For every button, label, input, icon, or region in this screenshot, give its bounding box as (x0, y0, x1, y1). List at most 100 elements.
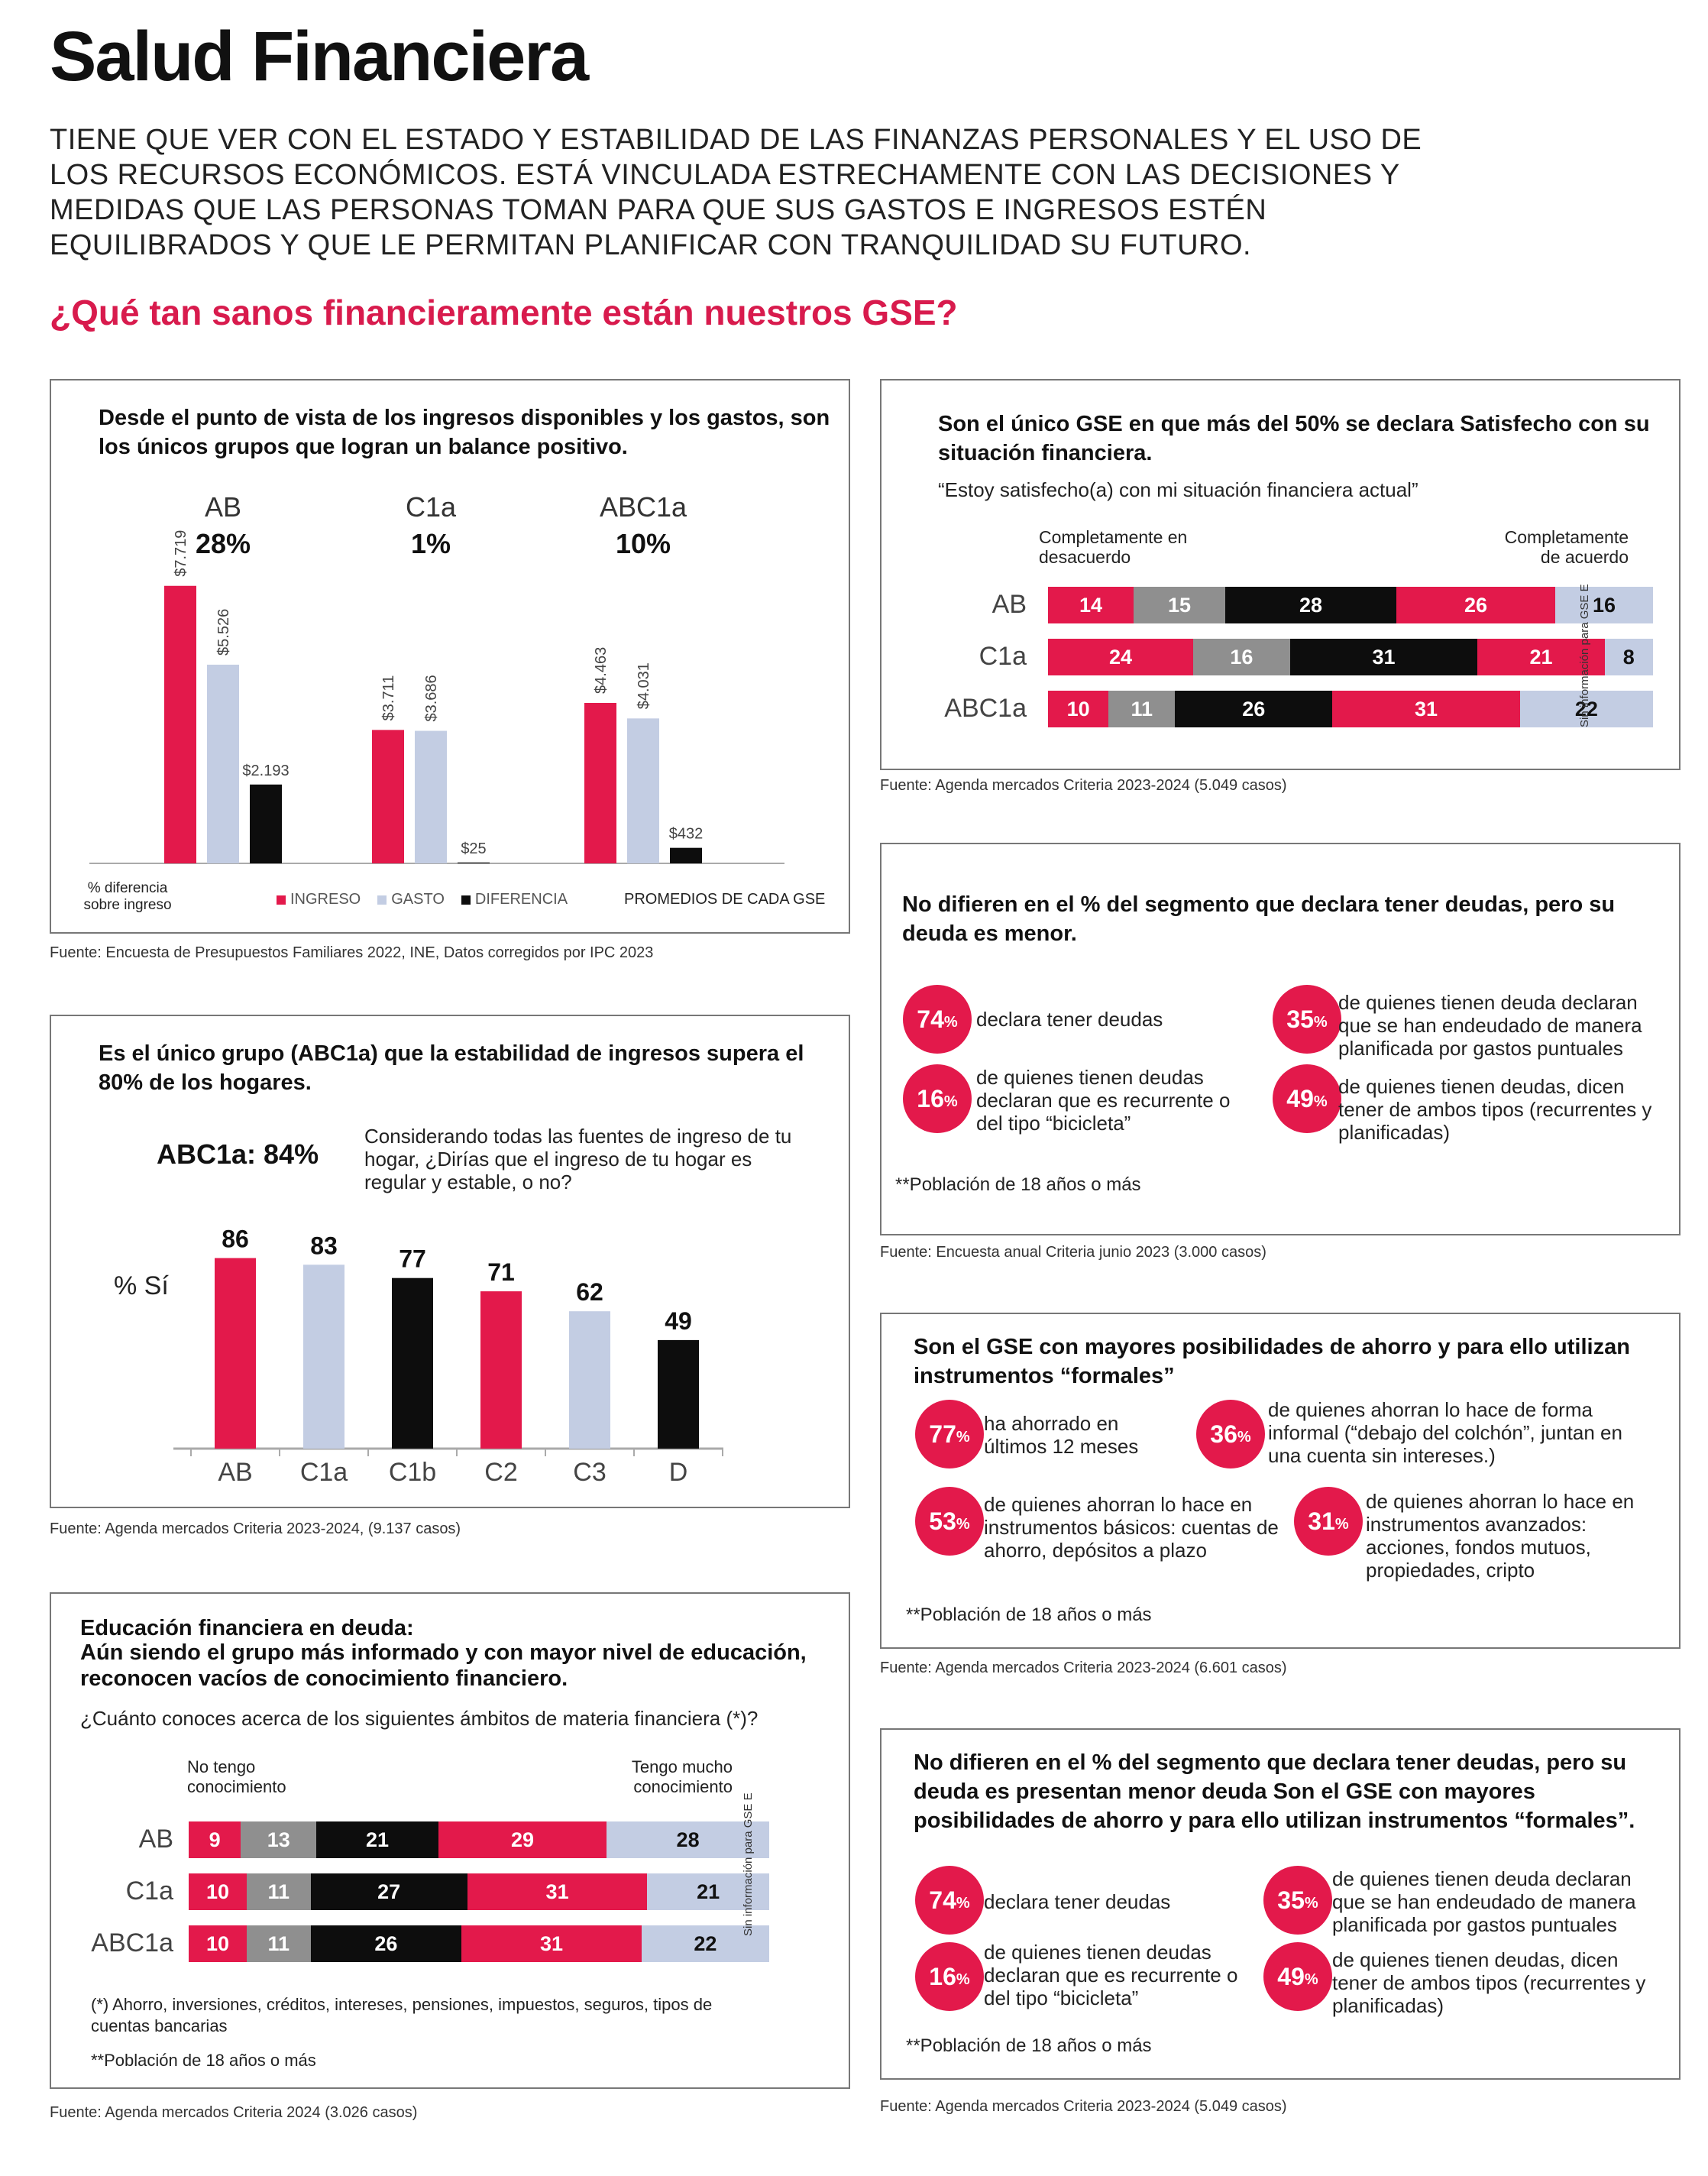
chart1-bar-ingreso (164, 585, 196, 863)
stack-segment: 21 (1477, 639, 1605, 675)
panel-debt-savings-title: No difieren en el % del segmento que dec… (914, 1750, 1635, 1833)
source-panel-satisfaction: Fuente: Agenda mercados Criteria 2023-20… (880, 777, 1287, 794)
stat-text-savings-77: ha ahorrado en últimos 12 meses (984, 1412, 1139, 1458)
completely-disagree-label: Completamente en desacuerdo (1039, 527, 1188, 567)
pct-sign: % (1334, 1515, 1349, 1533)
panel-satisfaction: Son el único GSE en que más del 50% se d… (880, 379, 1681, 770)
chart2-category-label: C1a (300, 1458, 348, 1487)
stack-segment: 22 (1519, 691, 1653, 727)
stat-text-debt-35: de quienes tienen deuda declaran que se … (1338, 991, 1642, 1060)
stack-row-label: C1a (125, 1876, 173, 1906)
stat-text-savings-53: de quienes ahorran lo hace en instrument… (984, 1493, 1279, 1562)
income-expense-chart: AB 28% $7.719 $5.526 $2.193 C1a 1% $3.711 $3.686… (89, 491, 784, 864)
chart2-bar (480, 1291, 522, 1449)
averages-note: PROMEDIOS DE CADA GSE (624, 891, 826, 908)
intro-paragraph: TIENE QUE VER CON EL ESTADO Y ESTABILIDA… (50, 124, 1422, 261)
chart2-bar (303, 1264, 345, 1449)
stat-value: 49 (1277, 1962, 1305, 1990)
footnote-population: **Población de 18 años o más (906, 1604, 1152, 1625)
chart1-diff-pct: 1% (411, 528, 451, 559)
stat-circle-debt2-16: 16% (915, 1942, 984, 2011)
financial-knowledge-question: ¿Cuánto conoces acerca de los siguientes… (80, 1707, 759, 1730)
legend-swatch-diferencia (461, 895, 471, 905)
source-panel-income-stability: Fuente: Agenda mercados Criteria 2023-20… (50, 1520, 461, 1537)
stack-row: 14 15 28 26 16 (1048, 587, 1653, 623)
stack-row-label: ABC1a (91, 1928, 173, 1957)
stack-segment: 15 (1134, 587, 1225, 623)
stack-row: 10 11 26 31 22 (1048, 691, 1653, 727)
stack-row: 9 13 21 29 28 (189, 1821, 769, 1858)
source-panel-debt-savings: Fuente: Agenda mercados Criteria 2023-20… (880, 2098, 1287, 2115)
pct-sign: % (1313, 1093, 1328, 1110)
stat-value: 35 (1286, 1005, 1314, 1033)
pct-sign: % (943, 1093, 958, 1110)
stack-segment: 16 (1555, 587, 1653, 623)
stack-segment: 27 (310, 1873, 467, 1910)
chart2-category-label: C2 (484, 1458, 517, 1487)
stack-segment: 22 (641, 1925, 769, 1962)
stat-circle-debt-74: 74% (903, 985, 972, 1054)
pct-sign: % (956, 1970, 970, 1988)
source-panel-financial-education: Fuente: Agenda mercados Criteria 2024 (3… (50, 2104, 418, 2121)
footnote-population: **Población de 18 años o más (906, 2035, 1152, 2056)
pct-sign: % (1237, 1428, 1251, 1446)
stat-text-debt-49: de quienes tienen deudas, dicen tener de… (1338, 1075, 1652, 1144)
pct-sign: % (956, 1515, 970, 1533)
chart1-bar-diferencia (670, 847, 702, 863)
chart2-value-label: 62 (576, 1278, 603, 1306)
stack-segment: 10 (189, 1873, 247, 1910)
stack-segment: 28 (1225, 587, 1396, 623)
abc1a-highlight: ABC1a: 84% (157, 1138, 319, 1170)
stat-circle-debt2-49: 49% (1263, 1942, 1332, 2011)
stack-row-label: C1a (979, 642, 1027, 671)
stack-segment: 24 (1048, 639, 1194, 675)
stat-circle-savings-31: 31% (1294, 1487, 1363, 1556)
side-note-no-info: Sin información para GSE E (1578, 584, 1591, 727)
much-knowledge-label: Tengo mucho conocimiento (631, 1757, 733, 1796)
stat-value: 53 (929, 1507, 956, 1535)
chart1-value-label: $3.686 (423, 675, 440, 721)
stat-circle-savings-53: 53% (915, 1487, 984, 1556)
pct-sign: % (943, 1013, 958, 1031)
chart1-value-label: $432 (669, 826, 704, 843)
stat-text-debt2-49: de quienes tienen deudas, dicen tener de… (1332, 1948, 1646, 2017)
stack-segment: 11 (1108, 691, 1176, 727)
income-stability-question: Considerando todas las fuentes de ingres… (364, 1125, 792, 1193)
stat-text-debt-74: declara tener deudas (976, 1008, 1163, 1031)
panel-savings: Son el GSE con mayores posibilidades de … (880, 1313, 1681, 1649)
chart1-bar-gasto (627, 718, 659, 863)
stat-value: 35 (1277, 1886, 1305, 1914)
pct-sign: % (1313, 1013, 1328, 1031)
stat-value: 74 (917, 1005, 944, 1033)
stack-segment: 31 (461, 1925, 642, 1962)
legend-swatch-gasto (377, 895, 387, 905)
panel-financial-education-title-2: Aún siendo el grupo más informado y con … (80, 1640, 807, 1691)
panel-income-expense-title: Desde el punto de vista de los ingresos … (99, 406, 830, 459)
chart1-value-label: $2.193 (242, 763, 289, 779)
stack-segment: 21 (316, 1821, 438, 1858)
chart1-bar-ingreso (372, 730, 404, 863)
panel-income-stability: Es el único grupo (ABC1a) que la estabil… (50, 1015, 850, 1508)
chart1-value-label: $25 (461, 840, 486, 857)
stat-text-savings-36: de quienes ahorran lo hace de forma info… (1268, 1398, 1622, 1467)
chart2-category-label: C3 (573, 1458, 606, 1487)
legend-swatch-ingreso (277, 895, 286, 905)
pct-sign: % (956, 1894, 970, 1912)
stack-row-label: AB (991, 590, 1027, 619)
no-knowledge-label: No tengo conocimiento (187, 1757, 286, 1796)
panel-debt-savings: No difieren en el % del segmento que dec… (880, 1728, 1681, 2080)
panel-financial-education: Educación financiera en deuda: Aún siend… (50, 1592, 850, 2089)
legend-diferencia: DIFERENCIA (461, 891, 568, 908)
chart2-category-label: C1b (389, 1458, 436, 1487)
stack-row: 24 16 31 21 8 (1048, 639, 1653, 675)
stack-segment: 13 (241, 1821, 317, 1858)
stack-segment: 9 (189, 1821, 241, 1858)
legend-gasto: GASTO (377, 891, 445, 908)
stat-circle-debt-35: 35% (1273, 985, 1341, 1054)
stat-text-debt2-74: declara tener deudas (984, 1890, 1171, 1913)
chart1-bar-gasto (207, 664, 239, 863)
stat-value: 77 (929, 1420, 956, 1448)
chart2-category-label: D (669, 1458, 688, 1487)
stack-segment: 31 (1332, 691, 1520, 727)
stack-segment: 11 (247, 1873, 311, 1910)
